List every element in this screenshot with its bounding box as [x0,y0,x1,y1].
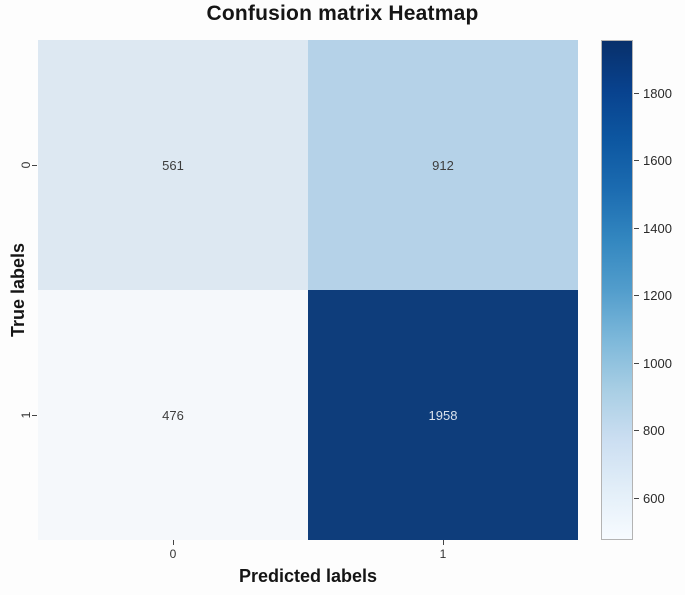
colorbar-tick: 800 [634,423,665,439]
colorbar-tick: 1200 [634,288,672,304]
x-axis-label: Predicted labels [238,566,378,586]
tick-dash [634,295,639,297]
y-tick-label-1: 1 [19,411,33,419]
chart-title: Confusion matrix Heatmap [206,2,479,25]
tick-dash [634,227,639,229]
heatmap-cell-1-0: 476 [38,290,308,540]
colorbar [601,40,633,540]
tick-dash [634,362,639,364]
heatmap-cell-0-1: 912 [308,40,578,290]
colorbar-tick-label: 600 [643,490,665,506]
colorbar-tick: 600 [634,490,665,506]
y-tick-label-0: 0 [19,161,33,169]
colorbar-tick: 1000 [634,355,672,371]
colorbar-tick: 1400 [634,220,672,236]
x-tick-label-0: 0 [169,547,177,561]
colorbar-tick-label: 800 [643,423,665,439]
colorbar-tick-label: 1000 [643,355,672,371]
colorbar-tick-label: 1800 [643,85,672,101]
heatmap-cell-1-1: 1958 [308,290,578,540]
cell-value: 476 [162,407,184,423]
tick-dash [634,430,639,432]
colorbar-tick: 1800 [634,85,672,101]
tick-dash [634,160,639,162]
cell-value: 561 [162,157,184,173]
x-tick-mark-0 [173,540,174,545]
cell-value: 1958 [428,407,458,423]
y-axis-label: True labels [8,242,28,338]
x-tick-label-1: 1 [439,547,447,561]
colorbar-tick-label: 1600 [643,153,672,169]
x-tick-mark-1 [443,540,444,545]
tick-dash [634,92,639,94]
heatmap-plot: 561 912 476 1958 [38,40,578,540]
heatmap-cell-0-0: 561 [38,40,308,290]
colorbar-ticks: 600 800 1000 1200 1400 1600 1800 [634,40,684,540]
cell-value: 912 [432,157,454,173]
tick-dash [634,497,639,499]
y-tick-mark-0 [32,165,37,166]
y-tick-mark-1 [32,415,37,416]
colorbar-tick-label: 1400 [643,220,672,236]
colorbar-tick: 1600 [634,153,672,169]
colorbar-tick-label: 1200 [643,288,672,304]
